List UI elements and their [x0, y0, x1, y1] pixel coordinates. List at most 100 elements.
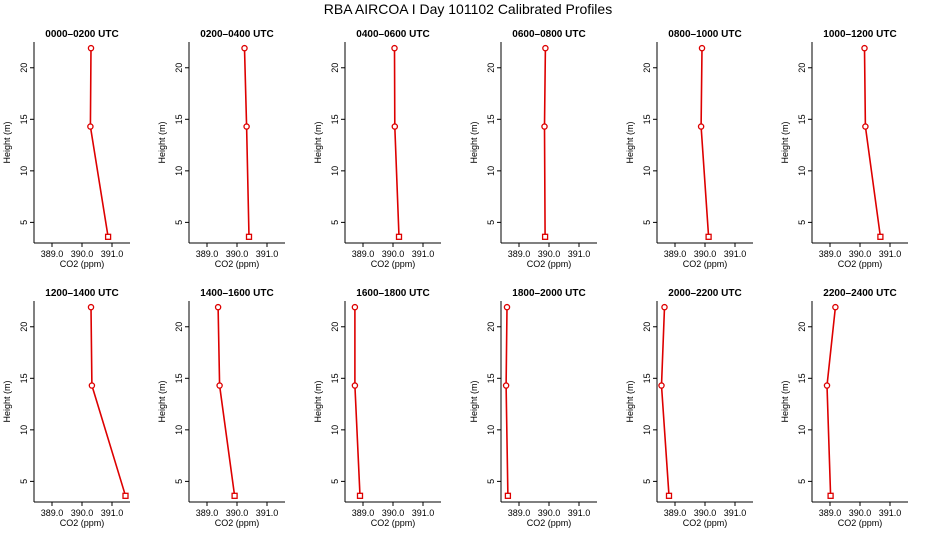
panel-title: 1800–2000 UTC — [512, 288, 585, 299]
x-tick-label: 391.0 — [412, 249, 435, 259]
y-tick-label: 20 — [19, 63, 29, 73]
y-tick-label: 15 — [797, 114, 807, 124]
x-axis-label: CO2 (ppm) — [215, 259, 260, 269]
x-tick-label: 389.0 — [664, 249, 687, 259]
y-tick-label: 5 — [642, 220, 652, 225]
y-axis-label: Height (m) — [2, 121, 12, 163]
data-point-circle — [698, 44, 706, 52]
y-tick-label: 10 — [330, 166, 340, 176]
y-axis-label: Height (m) — [469, 121, 479, 163]
y-tick-label: 10 — [174, 166, 184, 176]
x-tick-label: 389.0 — [508, 249, 531, 259]
y-tick-label: 20 — [642, 63, 652, 73]
data-point-square — [504, 492, 512, 499]
data-point-circle — [391, 123, 399, 130]
data-point-circle — [214, 303, 222, 311]
y-axis-label: Height (m) — [313, 380, 323, 422]
data-point-circle — [87, 44, 95, 52]
y-tick-label: 15 — [642, 114, 652, 124]
data-point-square — [104, 233, 112, 240]
y-tick-label: 15 — [486, 114, 496, 124]
x-axis-label: CO2 (ppm) — [527, 259, 572, 269]
y-tick-label: 15 — [642, 373, 652, 383]
panel-title: 2200–2400 UTC — [823, 288, 896, 299]
y-tick-label: 10 — [330, 425, 340, 435]
y-tick-label: 15 — [330, 114, 340, 124]
data-point-square — [665, 492, 673, 499]
data-point-square — [827, 492, 834, 499]
co2-profile-line — [700, 48, 710, 237]
co2-profile-line — [543, 48, 547, 237]
profile-panel-10: 1800–2000 UTC 389.0 390.0 391.0 5 10 15 20 CO2 (… — [469, 288, 597, 528]
y-axis-label: Height (m) — [625, 380, 635, 422]
data-point-square — [231, 492, 238, 499]
y-tick-label: 10 — [642, 425, 652, 435]
panel-title: 0000–0200 UTC — [45, 29, 118, 40]
data-point-circle — [351, 382, 359, 389]
y-tick-label: 20 — [330, 63, 340, 73]
profile-panel-2: 0200–0400 UTC 389.0 390.0 391.0 5 10 15 20 CO2 (… — [157, 29, 285, 269]
x-tick-label: 389.0 — [508, 508, 531, 518]
profile-panel-3: 0400–0600 UTC 389.0 390.0 391.0 5 10 15 20 CO2 (… — [313, 29, 441, 269]
x-tick-label: 390.0 — [694, 249, 717, 259]
x-tick-label: 389.0 — [196, 249, 219, 259]
profile-panel-12: 2200–2400 UTC 389.0 390.0 391.0 5 10 15 20 CO2 (… — [780, 288, 908, 528]
data-point-circle — [661, 303, 668, 311]
data-point-circle — [502, 382, 510, 389]
data-point-square — [541, 233, 549, 240]
panel-title: 0400–0600 UTC — [356, 29, 429, 40]
data-point-circle — [697, 123, 705, 130]
y-tick-label: 10 — [19, 425, 29, 435]
y-tick-label: 10 — [174, 425, 184, 435]
y-tick-label: 10 — [797, 166, 807, 176]
x-tick-label: 391.0 — [256, 508, 279, 518]
x-tick-label: 390.0 — [226, 508, 249, 518]
x-tick-label: 390.0 — [226, 249, 249, 259]
y-tick-label: 15 — [797, 373, 807, 383]
data-point-square — [877, 233, 884, 240]
x-tick-label: 390.0 — [382, 249, 405, 259]
data-point-circle — [541, 123, 548, 130]
x-tick-label: 390.0 — [694, 508, 717, 518]
x-tick-label: 390.0 — [71, 249, 94, 259]
x-tick-label: 390.0 — [538, 249, 561, 259]
x-tick-label: 391.0 — [879, 249, 902, 259]
co2-profile-line — [826, 307, 837, 496]
x-axis-label: CO2 (ppm) — [60, 259, 105, 269]
profile-panel-6: 1000–1200 UTC 389.0 390.0 391.0 5 10 15 20 CO2 (… — [780, 29, 908, 269]
data-point-circle — [862, 123, 869, 130]
co2-profile-line — [393, 48, 400, 237]
x-tick-label: 391.0 — [256, 249, 279, 259]
y-tick-label: 10 — [486, 166, 496, 176]
x-axis-label: CO2 (ppm) — [60, 518, 105, 528]
data-point-circle — [243, 123, 250, 130]
x-tick-label: 390.0 — [71, 508, 94, 518]
data-point-circle — [658, 382, 665, 389]
data-point-square — [705, 233, 712, 240]
panel-title: 0600–0800 UTC — [512, 29, 585, 40]
data-point-circle — [216, 382, 223, 389]
x-axis-label: CO2 (ppm) — [838, 259, 883, 269]
y-tick-label: 5 — [19, 479, 29, 484]
y-tick-label: 15 — [486, 373, 496, 383]
x-axis-label: CO2 (ppm) — [371, 518, 416, 528]
y-tick-label: 15 — [19, 114, 29, 124]
x-tick-label: 391.0 — [101, 249, 124, 259]
x-axis-label: CO2 (ppm) — [215, 518, 260, 528]
x-tick-label: 389.0 — [41, 249, 64, 259]
data-point-circle — [87, 303, 95, 311]
data-point-square — [395, 233, 403, 240]
y-tick-label: 20 — [174, 322, 184, 332]
panel-title: 1400–1600 UTC — [200, 288, 273, 299]
profile-panel-4: 0600–0800 UTC 389.0 390.0 391.0 5 10 15 20 CO2 (… — [469, 29, 597, 269]
co2-profile-line — [660, 307, 670, 496]
co2-profile-line — [243, 48, 250, 237]
data-point-circle — [391, 44, 398, 52]
y-tick-label: 10 — [19, 166, 29, 176]
y-tick-label: 10 — [486, 425, 496, 435]
y-axis-label: Height (m) — [157, 121, 167, 163]
y-tick-label: 20 — [330, 322, 340, 332]
co2-profile-line — [89, 48, 109, 237]
x-axis-label: CO2 (ppm) — [683, 259, 728, 269]
